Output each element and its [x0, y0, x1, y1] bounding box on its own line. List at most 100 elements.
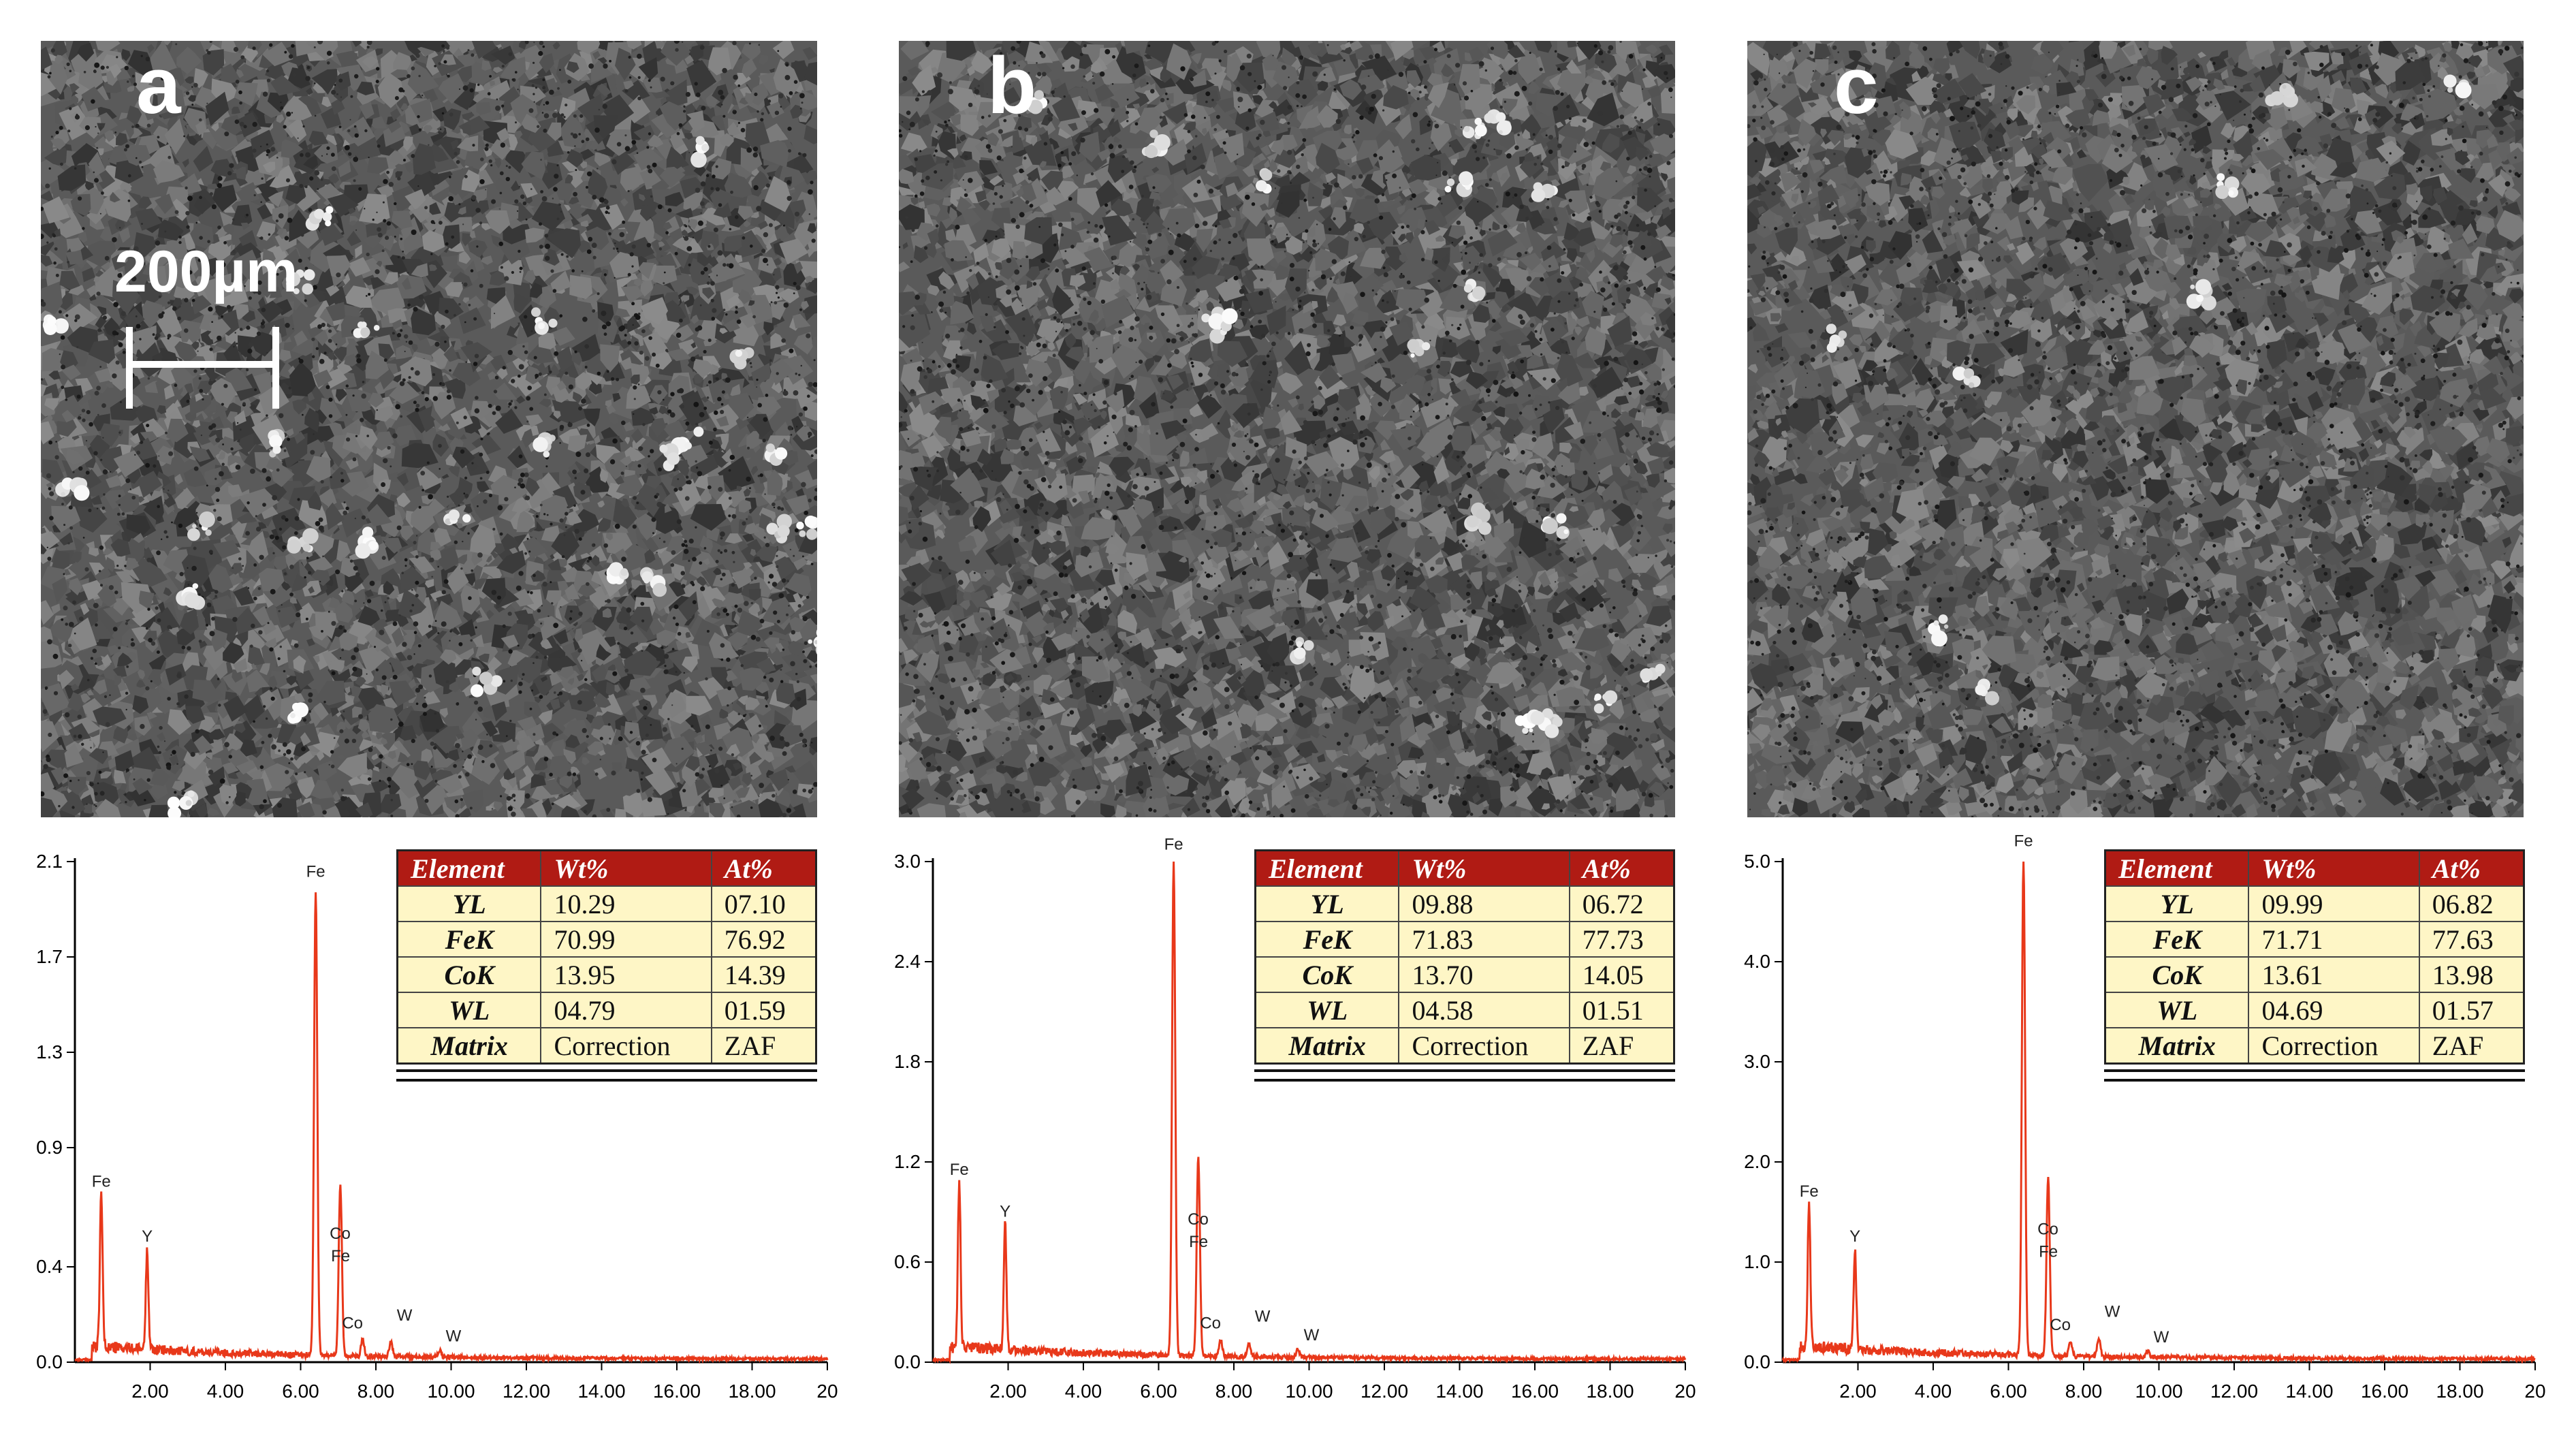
element-name-cell: CoK: [396, 956, 542, 993]
peak-label: Y: [142, 1227, 153, 1246]
x-tick-label: 16.00: [1511, 1381, 1559, 1402]
x-tick-label: 10.00: [2135, 1381, 2182, 1402]
eds-spectrum-a: 0.0 0.4 0.9 1.3 1.7 2.1 2.00 4.00 6.00 8.00 10.00 1…: [36, 851, 838, 1402]
peak-label: Y: [1849, 1227, 1860, 1246]
peak-label: W: [2154, 1328, 2169, 1347]
spectrum-trace: [74, 892, 829, 1364]
value-cell: 70.99: [540, 921, 712, 958]
value-cell: 71.83: [1398, 921, 1570, 958]
peak-label: Fe: [2039, 1243, 2058, 1261]
element-name-cell: FeK: [1254, 921, 1400, 958]
table-underline-a: [396, 1069, 817, 1082]
value-cell: ZAF: [710, 1027, 817, 1065]
value-cell: 13.70: [1398, 956, 1570, 993]
value-cell: Correction: [2248, 1027, 2420, 1065]
table-header-cell: Element: [1254, 849, 1400, 887]
element-name-cell: YL: [2104, 885, 2250, 922]
x-tick-label: 20: [1674, 1381, 1696, 1402]
peak-label: W: [1304, 1326, 1320, 1344]
y-tick-label: 2.1: [36, 851, 63, 872]
spectrum-trace: [1781, 861, 2536, 1364]
scale-bar-label: 200µm: [114, 239, 298, 304]
table-row: WL 04.79 01.59: [396, 992, 817, 1028]
eds-table-a: Element Wt% At% YL 10.29 07.10 FeK 70.99 76.92 Co…: [396, 849, 817, 1065]
peak-label: Y: [1000, 1202, 1011, 1221]
panel-letter-b: b: [987, 41, 1037, 131]
value-cell: 06.82: [2418, 885, 2525, 922]
table-row: Matrix Correction ZAF: [2104, 1027, 2525, 1065]
table-row: Matrix Correction ZAF: [1254, 1027, 1675, 1065]
sem-image-c: [1747, 41, 2524, 817]
panel-letter-a: a: [136, 41, 181, 131]
value-cell: 01.57: [2418, 992, 2525, 1028]
peak-label: Co: [342, 1314, 363, 1333]
table-row: YL 09.88 06.72: [1254, 885, 1675, 922]
y-tick-label: 4.0: [1744, 951, 1770, 972]
x-tick-label: 18.00: [2436, 1381, 2483, 1402]
peak-label: Co: [2037, 1221, 2058, 1239]
value-cell: 06.72: [1568, 885, 1675, 922]
y-tick-label: 1.2: [894, 1151, 921, 1172]
element-name-cell: WL: [396, 992, 542, 1028]
x-tick-label: 12.00: [503, 1381, 550, 1402]
table-header-cell: At%: [2418, 849, 2525, 887]
eds-table-b: Element Wt% At% YL 09.88 06.72 FeK 71.83 77.73 Co…: [1254, 849, 1675, 1065]
eds-spectrum-c: 0.0 1.0 2.0 3.0 4.0 5.0 2.00 4.00 6.00 8.00 10.00 1…: [1744, 832, 2546, 1402]
sem-image-b: [899, 41, 1675, 817]
panel-b: b 0.0 0.6 1.2 1.8 2.4 3.0 2.00 4.00 6.00 8.00 10.0…: [858, 0, 1702, 1433]
peak-label: Co: [330, 1225, 351, 1243]
table-row: YL 10.29 07.10: [396, 885, 817, 922]
value-cell: ZAF: [2418, 1027, 2525, 1065]
value-cell: 14.05: [1568, 956, 1675, 993]
panel-letter-c: c: [1834, 41, 1879, 131]
peak-label: Fe: [1189, 1233, 1208, 1251]
scale-bar: [126, 327, 279, 409]
table-header-cell: At%: [710, 849, 817, 887]
x-tick-label: 2.00: [989, 1381, 1027, 1402]
x-tick-label: 4.00: [207, 1381, 244, 1402]
y-tick-label: 3.0: [1744, 1051, 1770, 1072]
x-tick-label: 16.00: [653, 1381, 701, 1402]
peak-label: Co: [2050, 1316, 2071, 1334]
value-cell: 76.92: [710, 921, 817, 958]
table-row: FeK 71.83 77.73: [1254, 921, 1675, 958]
table-row: YL 09.99 06.82: [2104, 885, 2525, 922]
y-tick-label: 0.6: [894, 1251, 921, 1272]
x-tick-label: 20: [2524, 1381, 2545, 1402]
peak-label: Fe: [306, 863, 325, 881]
element-name-cell: CoK: [1254, 956, 1400, 993]
x-tick-label: 18.00: [728, 1381, 776, 1402]
x-tick-label: 10.00: [1285, 1381, 1333, 1402]
table-underline-c: [2104, 1069, 2525, 1082]
element-name-cell: CoK: [2104, 956, 2250, 993]
table-header-row: Element Wt% At%: [1254, 849, 1675, 887]
y-tick-label: 0.4: [36, 1256, 63, 1277]
element-name-cell: YL: [1254, 885, 1400, 922]
panel-a: a 200µm 0.0 0.4 0.9 1.3 1.7 2.1 2.00 4.00 6.00 8.…: [0, 0, 844, 1433]
x-tick-label: 4.00: [1065, 1381, 1102, 1402]
table-header-cell: Wt%: [1398, 849, 1570, 887]
x-tick-label: 10.00: [427, 1381, 475, 1402]
peak-label: W: [397, 1306, 413, 1325]
element-name-cell: WL: [2104, 992, 2250, 1028]
panel-c: c 0.0 1.0 2.0 3.0 4.0 5.0 2.00 4.00 6.00 8.00 10.0…: [1708, 0, 2552, 1433]
table-header-cell: Wt%: [540, 849, 712, 887]
x-tick-label: 12.00: [1361, 1381, 1408, 1402]
table-underline-b: [1254, 1069, 1675, 1082]
table-header-row: Element Wt% At%: [2104, 849, 2525, 887]
peak-label: Fe: [331, 1247, 350, 1265]
y-tick-label: 0.0: [1744, 1351, 1770, 1372]
element-name-cell: FeK: [2104, 921, 2250, 958]
x-tick-label: 14.00: [1435, 1381, 1483, 1402]
y-tick-label: 0.0: [36, 1351, 63, 1372]
x-tick-label: 16.00: [2361, 1381, 2408, 1402]
value-cell: Correction: [1398, 1027, 1570, 1065]
y-tick-label: 3.0: [894, 851, 921, 872]
table-row: CoK 13.61 13.98: [2104, 956, 2525, 993]
table-row: FeK 70.99 76.92: [396, 921, 817, 958]
x-tick-label: 18.00: [1586, 1381, 1634, 1402]
table-row: WL 04.58 01.51: [1254, 992, 1675, 1028]
peak-label: W: [446, 1327, 462, 1346]
peak-label: Fe: [92, 1173, 111, 1191]
y-tick-label: 5.0: [1744, 851, 1770, 872]
